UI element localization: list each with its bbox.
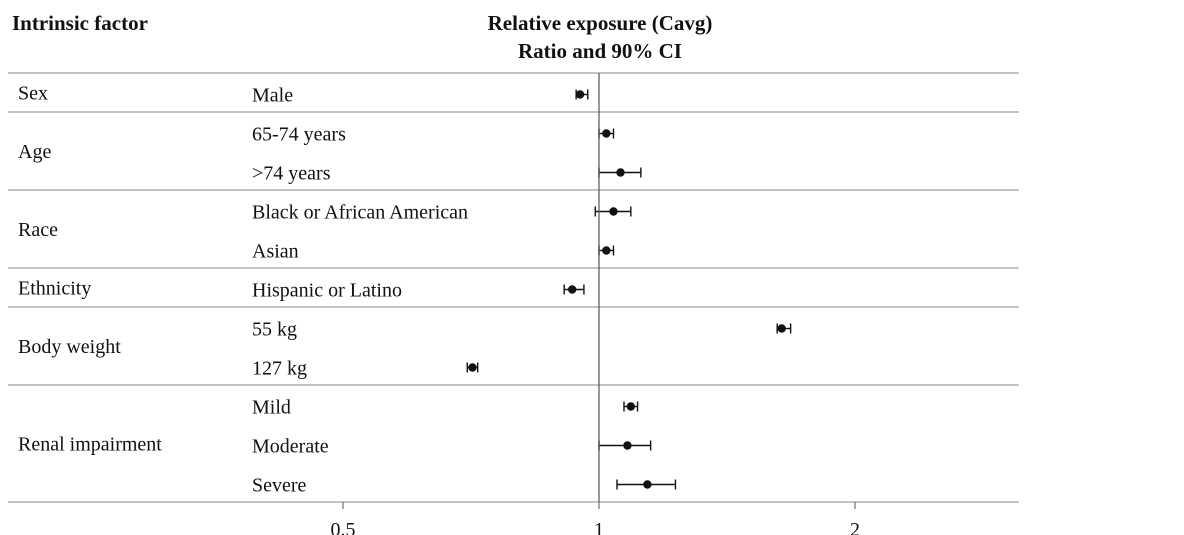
x-tick-label-2: 2 bbox=[850, 519, 860, 535]
x-tick-label-1: 1 bbox=[594, 519, 604, 535]
row-label-3-0: Hispanic or Latino bbox=[252, 280, 402, 302]
factor-label-3: Ethnicity bbox=[18, 278, 91, 300]
header-intrinsic-factor: Intrinsic factor bbox=[12, 11, 148, 35]
point-estimate-3-0 bbox=[567, 285, 577, 294]
factor-label-1: Age bbox=[18, 141, 51, 163]
row-label-2-0: Black or African American bbox=[252, 202, 468, 224]
factor-label-5: Renal impairment bbox=[18, 434, 162, 456]
point-estimate-4-1 bbox=[468, 363, 477, 372]
x-tick-label-0: 0.5 bbox=[331, 519, 356, 535]
point-estimate-2-1 bbox=[602, 246, 611, 255]
point-estimate-4-0 bbox=[777, 324, 786, 333]
row-label-4-1: 127 kg bbox=[252, 358, 307, 380]
point-estimate-5-1 bbox=[623, 441, 632, 450]
row-label-5-0: Mild bbox=[252, 397, 291, 419]
row-label-1-1: >74 years bbox=[252, 163, 331, 185]
row-label-4-0: 55 kg bbox=[252, 319, 297, 341]
factor-label-2: Race bbox=[18, 219, 58, 241]
point-estimate-0-0 bbox=[575, 90, 585, 99]
point-estimate-2-0 bbox=[609, 207, 618, 216]
row-label-1-0: 65-74 years bbox=[252, 124, 346, 146]
header-ratio-ci: Ratio and 90% CI bbox=[518, 39, 682, 63]
row-label-2-1: Asian bbox=[252, 241, 299, 263]
row-label-0-0: Male bbox=[252, 85, 293, 107]
point-estimate-1-0 bbox=[602, 129, 611, 138]
factor-label-4: Body weight bbox=[18, 336, 121, 358]
factor-label-0: Sex bbox=[18, 83, 48, 105]
point-estimate-5-2 bbox=[643, 480, 652, 489]
header-relative-exposure: Relative exposure (Cavg) bbox=[488, 11, 713, 35]
plot-area: Sex Male Age 65-74 years >74 years Race Black … bbox=[8, 72, 1019, 535]
row-label-5-1: Moderate bbox=[252, 436, 329, 458]
point-estimate-5-0 bbox=[626, 402, 636, 411]
point-estimate-1-1 bbox=[616, 168, 625, 177]
row-label-5-2: Severe bbox=[252, 475, 307, 497]
